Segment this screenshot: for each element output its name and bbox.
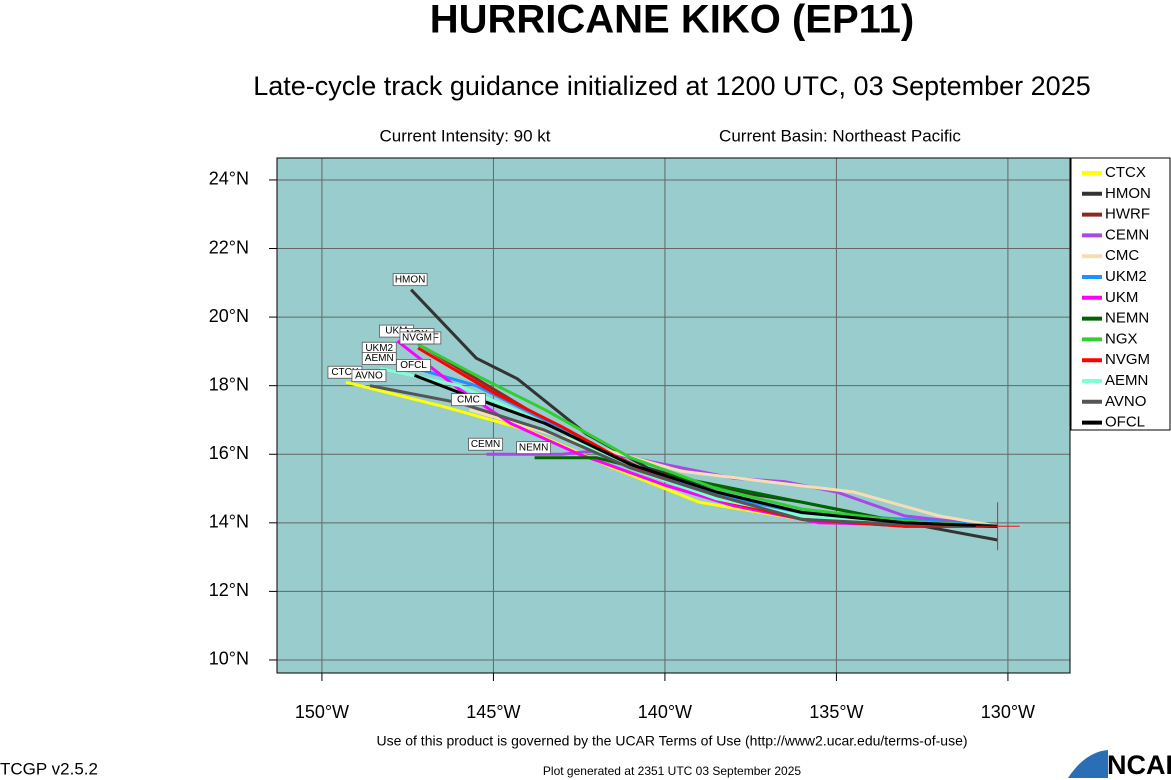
track-label: NEMN [516,441,551,455]
legend-label: NEMN [1105,310,1149,327]
legend: CTCX HMON HWRF CEMN CMC UKM2 UKM NEMN NGX NVGM AEM… [1070,157,1171,431]
legend-label: AVNO [1105,393,1146,410]
track-label-box [392,273,428,287]
y-tick-label: 12°N [209,580,249,600]
legend-label: CTCX [1105,164,1146,181]
generated-text: Plot generated at 2351 UTC 03 September … [543,764,801,778]
plot-frame [276,157,1071,674]
x-tick-label: 145°W [466,702,520,722]
annotation: Current Basin: Northeast Pacific [719,126,961,145]
track-label-text: UKM [385,326,407,337]
track-label-box [468,437,503,451]
y-tick-label: 18°N [209,374,249,394]
track-label-text: AVNO [355,370,383,381]
version-text: TCGP v2.5.2 [0,759,98,778]
track-label: CMC [451,393,486,407]
legend-label: HMON [1105,185,1151,202]
track-line [468,408,998,528]
x-tick-label: 130°W [981,702,1035,722]
track-label: AVNO [351,369,387,383]
x-tick-label: 135°W [809,702,863,722]
track-label: OFCL [396,358,431,372]
y-tick-label: 16°N [209,443,249,463]
legend-label: NGX [1105,330,1138,347]
track-label-text: CTCX [331,367,359,378]
legend-label: UKM [1105,289,1138,306]
logo-text: NCAR [1107,750,1171,780]
legend-label: CMC [1105,247,1139,264]
logo-mark [1068,750,1108,778]
legend-label: AEMN [1105,372,1148,389]
track-label-box [396,358,431,372]
legend-label: CEMN [1105,226,1149,243]
track-label: AEMN [361,352,397,365]
track-label-box [516,441,551,455]
track-label-text: AEMN [365,353,394,364]
track-label-text: HMON [395,274,426,285]
chart-subtitle: Late-cycle track guidance initialized at… [253,71,1090,101]
track-label-text: NEMN [519,442,548,453]
track-line [417,343,998,528]
terms-text: Use of this product is governed by the U… [376,733,967,749]
y-tick-label: 10°N [209,649,249,669]
track-label-box [451,393,486,407]
legend-label: OFCL [1105,414,1145,431]
legend-label: NVGM [1105,351,1150,368]
track-label: HMON [392,273,428,287]
legend-box [1070,157,1171,431]
track-label-text: CEMN [471,439,500,450]
legend-label: HWRF [1105,206,1150,223]
y-tick-label: 24°N [209,169,249,189]
track-label-text: CMC [457,394,480,405]
track-line [369,384,998,528]
x-tick-label: 140°W [638,702,692,722]
track-label-text: UKM2 [365,343,393,354]
track-label-box [351,369,387,383]
track-label-text: NVGM [402,333,432,344]
annotation: Current Intensity: 90 kt [379,126,550,145]
track-label-text: OFCL [400,360,427,371]
y-tick-label: 22°N [209,237,249,257]
track-label: NVGM [399,331,435,345]
y-tick-label: 14°N [209,512,249,532]
x-tick-label: 150°W [295,702,349,722]
track-label-box [399,331,435,345]
track-label: CEMN [468,437,503,451]
track-label-box [361,352,397,365]
y-tick-label: 20°N [209,306,249,326]
plot-area [277,158,1070,673]
legend-label: UKM2 [1105,268,1147,285]
chart-title: HURRICANE KIKO (EP11) [430,0,915,42]
